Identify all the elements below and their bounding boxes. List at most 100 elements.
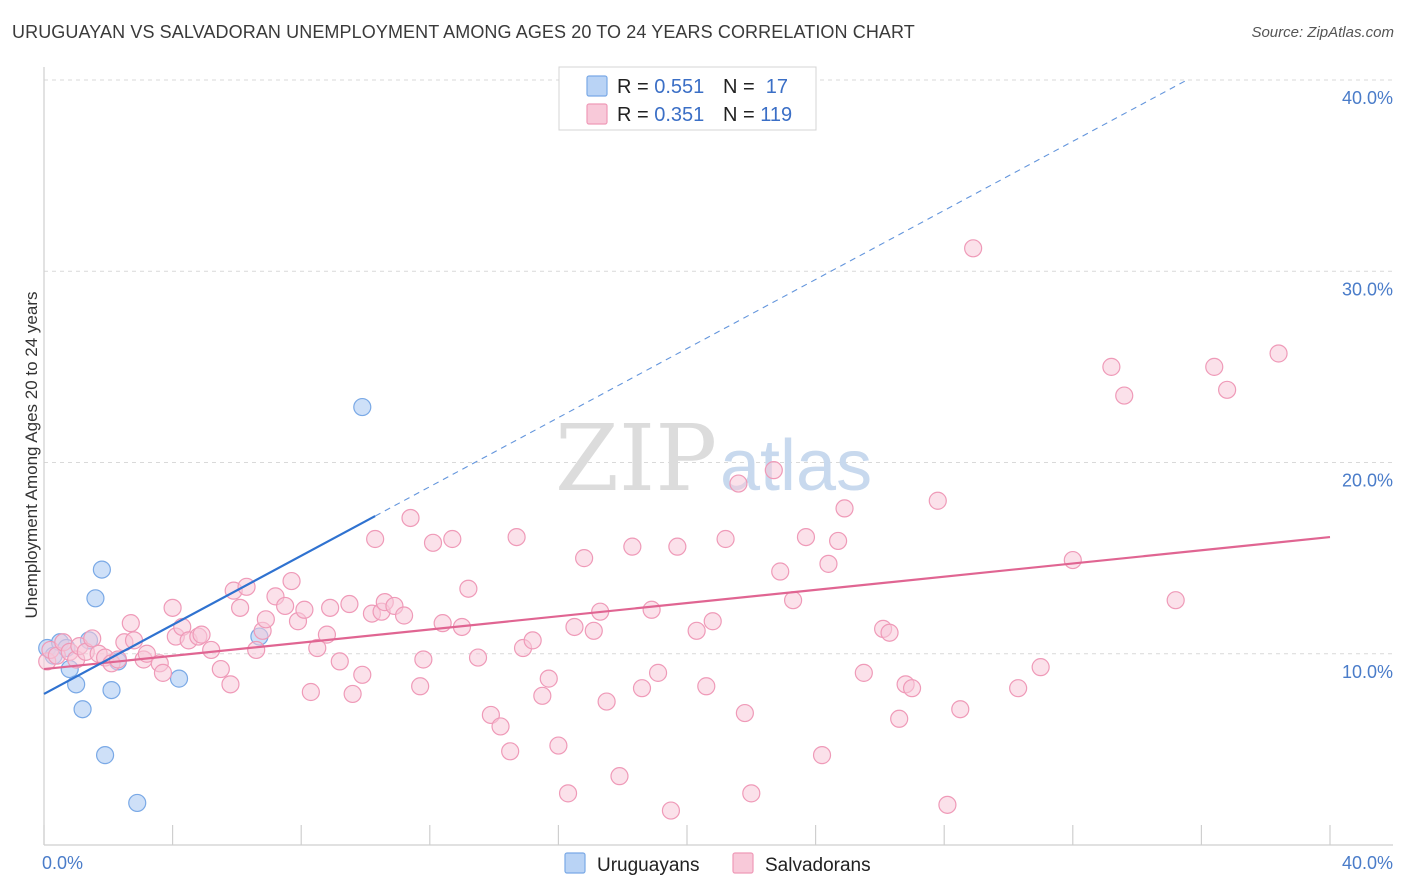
salvadorans-point xyxy=(414,650,433,669)
bottom-legend-uruguayans: Uruguayans xyxy=(597,855,699,876)
axes xyxy=(43,67,1393,846)
salvadorans-point xyxy=(491,717,510,736)
y-axis-label: Unemployment Among Ages 20 to 24 years xyxy=(22,292,41,619)
salvadorans-trend-line xyxy=(43,535,1331,671)
legend-n-value: 17 xyxy=(760,76,788,98)
bottom-legend-swatch-salvadorans xyxy=(732,852,754,874)
legend-row-uruguayans: R = 0.551 xyxy=(617,76,704,98)
salvadorans-point xyxy=(366,529,385,549)
salvadorans-point xyxy=(1269,344,1288,363)
salvadorans-point xyxy=(443,529,462,549)
salvadorans-point xyxy=(231,598,250,617)
salvadorans-point xyxy=(295,600,314,619)
salvadorans-point xyxy=(501,742,520,761)
legend: R = 0.551 N = 17 R = 0.351 N = 119 xyxy=(558,66,817,131)
legend-n-value: 119 xyxy=(760,104,792,126)
salvadorans-point xyxy=(121,614,140,633)
salvadorans-point xyxy=(221,675,240,694)
salvadorans-point xyxy=(1102,357,1121,376)
salvadorans-point xyxy=(558,784,578,803)
legend-r-value: 0.551 xyxy=(654,76,704,98)
salvadorans-point xyxy=(549,736,568,755)
salvadorans-point xyxy=(829,531,848,551)
uruguayans-point xyxy=(86,589,105,608)
legend-n-label: N = xyxy=(723,104,760,126)
salvadorans-point xyxy=(247,640,266,660)
salvadorans-point xyxy=(1115,386,1134,405)
salvadorans-point xyxy=(783,591,803,610)
uruguayans-point xyxy=(73,700,92,719)
salvadorans-point xyxy=(1205,357,1224,376)
legend-r-label: R = xyxy=(617,76,654,98)
salvadorans-points xyxy=(38,239,1288,820)
salvadorans-point xyxy=(668,537,687,556)
salvadorans-point xyxy=(729,474,748,493)
uruguayans-point xyxy=(67,675,86,694)
x-tick-label: 0.0% xyxy=(42,853,83,873)
salvadorans-point xyxy=(928,491,947,510)
salvadorans-point xyxy=(394,606,414,625)
trend-lines xyxy=(43,79,1331,695)
salvadorans-point xyxy=(507,527,526,547)
salvadorans-point xyxy=(301,682,320,702)
source-label: Source: ZipAtlas.com xyxy=(1251,24,1394,41)
salvadorans-point xyxy=(539,669,558,688)
watermark: ZIP atlas xyxy=(555,405,872,512)
salvadorans-point xyxy=(623,537,642,556)
salvadorans-point xyxy=(902,679,922,698)
salvadorans-point xyxy=(459,579,478,598)
uruguayans-points xyxy=(38,397,372,813)
salvadorans-point xyxy=(153,663,173,682)
legend-swatch-salvadorans xyxy=(586,103,608,125)
uruguayans-point xyxy=(92,560,111,579)
legend-n-uruguayans: N = 17 xyxy=(723,76,788,98)
salvadorans-point xyxy=(321,598,340,617)
y-tick-label: 20.0% xyxy=(1342,471,1393,491)
salvadorans-point xyxy=(716,529,735,549)
salvadorans-point xyxy=(854,663,873,682)
salvadorans-point xyxy=(890,709,909,728)
salvadorans-point xyxy=(1218,380,1237,399)
chart-title: URUGUAYAN VS SALVADORAN UNEMPLOYMENT AMO… xyxy=(12,22,915,42)
y-tick-label: 40.0% xyxy=(1342,88,1393,108)
salvadorans-point xyxy=(964,239,983,258)
gridlines xyxy=(44,79,1393,655)
salvadorans-point xyxy=(353,665,372,684)
salvadorans-point xyxy=(523,631,542,650)
salvadorans-point xyxy=(211,659,230,679)
salvadorans-point xyxy=(771,562,790,581)
salvadorans-point xyxy=(256,610,275,629)
watermark-zip: ZIP xyxy=(555,405,717,512)
salvadorans-point xyxy=(812,746,832,765)
uruguayans-point xyxy=(353,397,372,417)
salvadorans-point xyxy=(703,612,722,631)
salvadorans-point xyxy=(642,600,661,619)
salvadorans-point xyxy=(835,499,854,518)
salvadorans-point xyxy=(697,677,716,696)
salvadorans-point xyxy=(735,703,754,723)
salvadorans-point xyxy=(880,623,899,642)
salvadorans-point xyxy=(282,571,301,591)
uruguayans-point xyxy=(102,680,121,700)
legend-swatch-uruguayans xyxy=(586,75,608,97)
salvadorans-point xyxy=(742,784,761,803)
salvadorans-point xyxy=(308,638,327,658)
salvadorans-point xyxy=(163,598,182,617)
salvadorans-point xyxy=(597,692,616,711)
bottom-legend: Uruguayans Salvadorans xyxy=(564,852,871,876)
y-tick-label: 30.0% xyxy=(1342,279,1393,299)
salvadorans-point xyxy=(202,640,221,660)
salvadorans-point xyxy=(330,652,349,671)
salvadorans-point xyxy=(1009,679,1028,698)
salvadorans-point xyxy=(83,629,102,648)
uruguayans-point xyxy=(128,793,147,813)
y-tick-label: 10.0% xyxy=(1342,662,1393,682)
salvadorans-point xyxy=(1031,658,1050,677)
salvadorans-point xyxy=(533,686,552,705)
salvadorans-point xyxy=(468,648,488,667)
salvadorans-point xyxy=(687,621,706,640)
salvadorans-point xyxy=(764,461,783,480)
salvadorans-point xyxy=(584,621,603,640)
bottom-legend-swatch-uruguayans xyxy=(564,852,586,874)
